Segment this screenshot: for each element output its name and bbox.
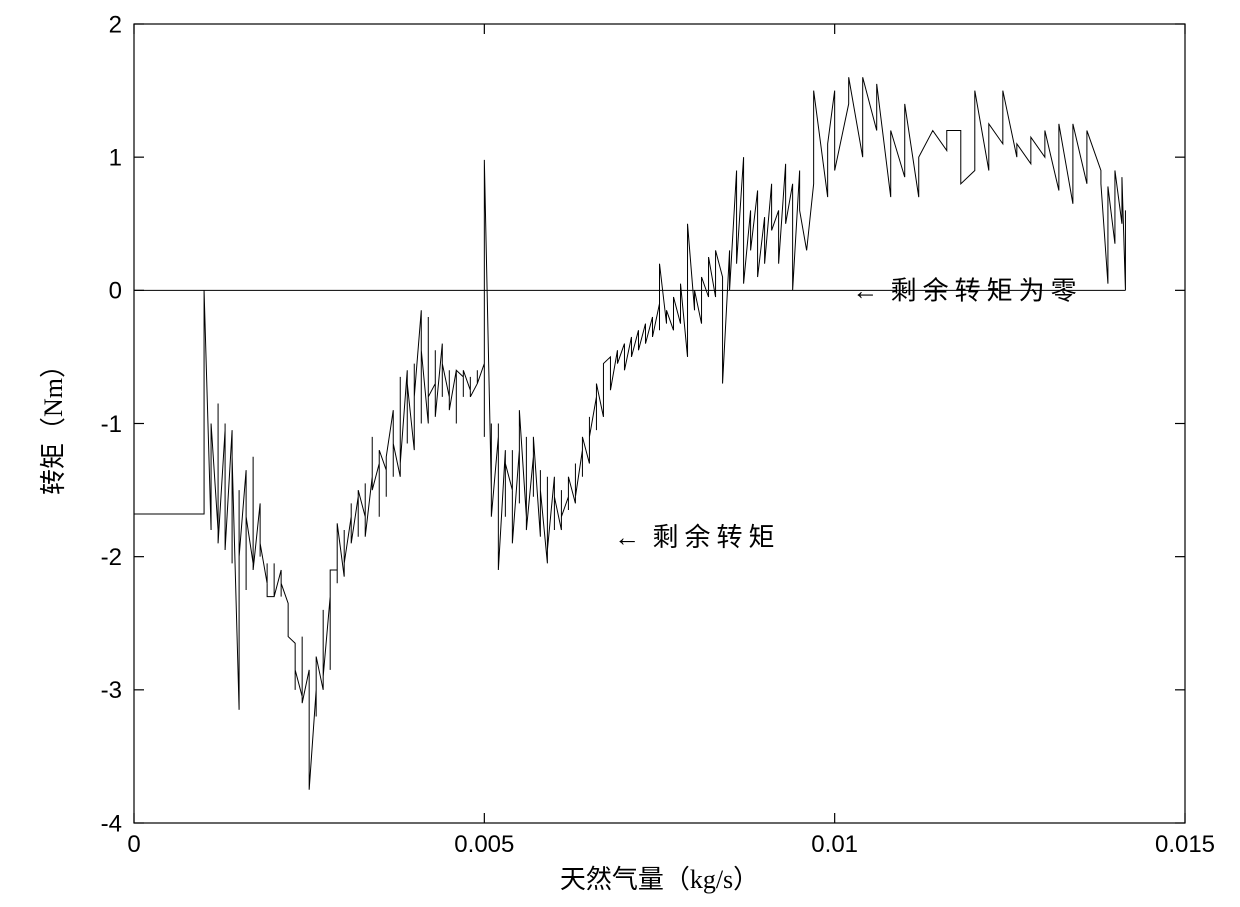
y-tick-label: 0 — [109, 278, 122, 305]
annotation-text: ← 剩余转矩为零 — [852, 275, 1083, 305]
x-tick-label: 0.005 — [454, 831, 514, 858]
x-tick-label: 0.015 — [1155, 831, 1215, 858]
chart-container: 0 0.005 0.01 0.015 -4 -3 -2 -1 0 1 2 天然气量（kg/s） 转矩（N… — [0, 0, 1240, 907]
y-tick-label: -4 — [101, 810, 122, 837]
x-tick-label: 0 — [127, 831, 140, 858]
y-tick-label: 1 — [109, 145, 122, 172]
y-tick-label: -1 — [101, 411, 122, 438]
y-axis-label: 转矩（Nm） — [39, 352, 68, 495]
chart-svg: 0 0.005 0.01 0.015 -4 -3 -2 -1 0 1 2 天然气量（kg/s） 转矩（N… — [0, 0, 1240, 907]
x-tick-label: 0.01 — [811, 831, 858, 858]
annot-curve: ← 剩余转矩 — [614, 522, 781, 552]
annotation-text: ← 剩余转矩 — [614, 522, 781, 552]
y-tick-label: 2 — [109, 11, 122, 38]
annot-zero: ← 剩余转矩为零 — [852, 275, 1083, 305]
x-axis-label: 天然气量（kg/s） — [560, 865, 759, 894]
y-tick-label: -2 — [101, 544, 122, 571]
y-tick-label: -3 — [101, 677, 122, 704]
chart-bg — [0, 0, 1240, 907]
